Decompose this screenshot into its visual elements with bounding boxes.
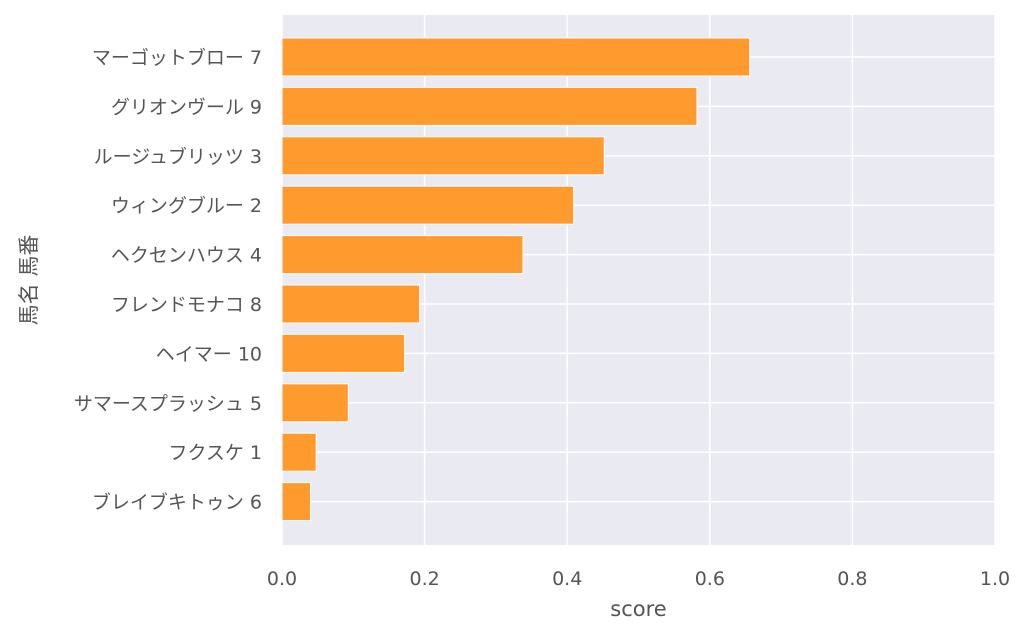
x-tick-labels: 0.0 0.2 0.4 0.6 0.8 1.0 xyxy=(267,568,1010,590)
y-tick-label: ルージュブリッツ 3 xyxy=(94,145,262,168)
y-axis-label: 馬名 馬番 xyxy=(17,235,41,326)
bar xyxy=(281,284,421,324)
bar xyxy=(281,432,317,472)
x-axis-label: score xyxy=(610,597,666,621)
bar xyxy=(281,185,575,225)
y-tick-label: サマースプラッシュ 5 xyxy=(74,393,262,415)
bar xyxy=(281,383,349,423)
bars xyxy=(281,37,751,522)
bar xyxy=(281,136,605,176)
y-tick-label: グリオンヴール 9 xyxy=(111,96,262,118)
bar xyxy=(281,333,406,373)
y-tick-labels: マーゴットブロー 7 グリオンヴール 9 ルージュブリッツ 3 ウィングブルー 2 ヘク… xyxy=(74,46,262,514)
bar xyxy=(281,235,524,275)
x-tick-label: 0.4 xyxy=(552,568,582,590)
bar xyxy=(281,482,312,522)
y-tick-label: フレンドモナコ 8 xyxy=(111,294,262,316)
x-tick-label: 0.2 xyxy=(409,568,439,590)
x-tick-label: 0.0 xyxy=(267,568,297,590)
bar xyxy=(281,86,698,126)
y-tick-label: ヘイマー 10 xyxy=(156,343,262,365)
y-tick-label: マーゴットブロー 7 xyxy=(92,46,262,69)
y-tick-label: ブレイブキトゥン 6 xyxy=(92,491,262,514)
bar xyxy=(281,37,751,77)
y-tick-label: ヘクセンハウス 4 xyxy=(111,245,262,267)
y-tick-label: フクスケ 1 xyxy=(168,442,262,464)
x-tick-label: 0.8 xyxy=(837,568,867,590)
y-tick-label: ウィングブルー 2 xyxy=(111,194,262,217)
x-tick-label: 1.0 xyxy=(980,568,1010,590)
x-tick-label: 0.6 xyxy=(695,568,725,590)
